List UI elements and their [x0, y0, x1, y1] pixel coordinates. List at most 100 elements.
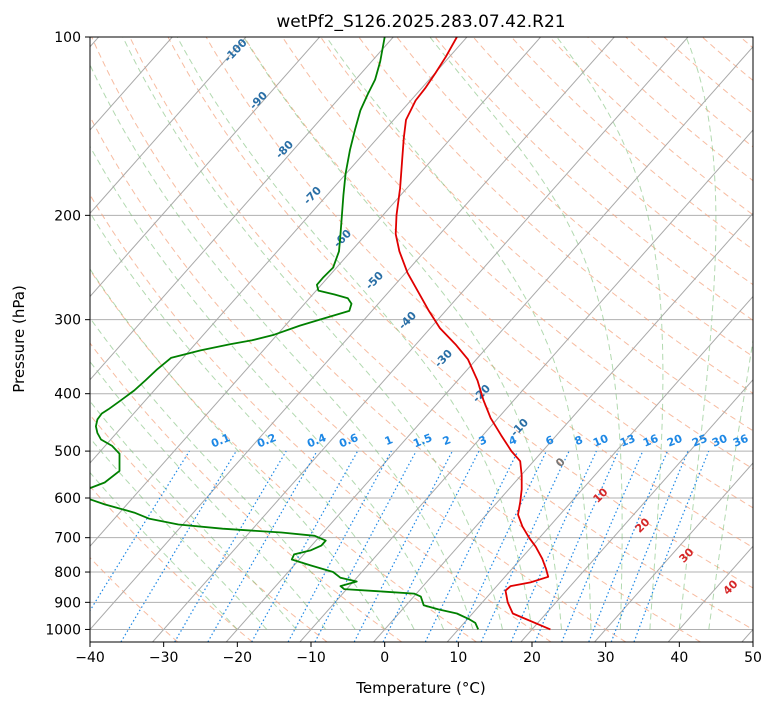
mixing-ratio-line — [120, 450, 237, 642]
x-tick-label: 40 — [670, 650, 688, 666]
isotherm-line — [299, 129, 753, 642]
mixing-ratio-line — [561, 450, 644, 642]
dry-adiabat-line — [90, 485, 253, 642]
isotherm-line — [152, 37, 689, 642]
mixing-ratio-line — [588, 450, 669, 642]
x-tick-label: 20 — [523, 650, 541, 666]
x-tick-label: −30 — [149, 650, 179, 666]
moist-adiabat-line — [90, 145, 445, 630]
isotherm-line — [594, 462, 753, 642]
mixing-ratio-label: 3 — [477, 433, 489, 448]
isobar-grid — [90, 37, 753, 630]
isotherm-line — [90, 37, 468, 464]
sounding-traces — [90, 37, 551, 631]
isotherm-line — [446, 295, 753, 642]
mixing-ratio-line — [610, 450, 689, 642]
moist-adiabat-line — [708, 337, 753, 630]
dry-adiabat-line — [90, 115, 627, 642]
mixing-ratio-label: 36 — [731, 432, 750, 450]
x-tick-label: −10 — [296, 650, 326, 666]
mixing-ratio-label: 10 — [591, 432, 610, 450]
plot-frame — [89, 36, 754, 643]
mixing-ratio-label: 13 — [618, 432, 637, 450]
mixing-ratio-label: 20 — [665, 432, 684, 450]
y-tick-label: 800 — [54, 565, 81, 581]
moist-adiabat-line — [90, 317, 356, 630]
x-tick-label: 50 — [744, 650, 762, 666]
y-axis-label: Pressure (hPa) — [10, 285, 28, 393]
dewpoint-trace — [90, 37, 480, 630]
dry-adiabat-line — [243, 37, 753, 509]
moist-adiabats — [90, 37, 753, 630]
mixing-ratio-line — [314, 450, 417, 642]
mixing-ratio-line — [382, 450, 480, 642]
moist-adiabat-line — [122, 37, 503, 630]
isotherm-line — [90, 37, 173, 131]
mixing-ratio-label: 30 — [710, 432, 729, 450]
mixing-ratio-line — [251, 450, 359, 642]
x-tick-label: −20 — [223, 650, 253, 666]
dry-adiabat-line — [90, 269, 477, 642]
moist-adiabat-line — [90, 211, 415, 630]
moist-adiabat-line — [325, 37, 592, 630]
dry-adiabat-line — [90, 342, 403, 642]
moist-adiabat-line — [90, 268, 386, 630]
moist-adiabat-line — [176, 37, 533, 630]
isotherm-line — [225, 46, 753, 642]
x-tick-label: 0 — [380, 650, 389, 666]
y-axis-ticks: 100 200 300 400 500 600 700 800 900 1000 — [45, 30, 90, 638]
temperature-trace — [394, 37, 551, 631]
y-tick-label: 400 — [54, 387, 81, 403]
dry-adiabat-line — [90, 414, 328, 642]
dry-adiabat-line — [205, 37, 753, 549]
isotherm-line — [520, 378, 753, 642]
isotherm-line — [90, 37, 247, 215]
x-tick-label: 10 — [449, 650, 467, 666]
x-axis-ticks: −40 −30 −20 −10 0 10 20 30 40 50 — [75, 642, 762, 666]
mixing-ratio-label: 1 — [383, 433, 395, 448]
dry-adiabat-line — [90, 556, 179, 642]
mixing-ratio-label: 16 — [641, 432, 660, 450]
mixing-ratio-lines — [90, 450, 710, 642]
y-tick-label: 200 — [54, 208, 81, 224]
mixing-ratio-line — [287, 450, 392, 642]
y-tick-label: 300 — [54, 313, 81, 329]
x-tick-label: 30 — [597, 650, 615, 666]
dry-adiabat-line — [90, 193, 552, 642]
dry-adiabat-line — [91, 37, 701, 642]
mixing-ratio-line — [633, 450, 710, 642]
mixing-ratio-line — [534, 450, 620, 642]
moist-adiabat-line — [90, 400, 297, 630]
dry-adiabat-line — [396, 37, 753, 358]
x-tick-label: −40 — [75, 650, 105, 666]
y-tick-label: 700 — [54, 531, 81, 547]
chart-title: wetPf2_S126.2025.283.07.42.R21 — [276, 12, 565, 32]
moist-adiabat-line — [90, 437, 268, 630]
isotherm-line — [90, 37, 321, 298]
moist-adiabat-line — [556, 37, 664, 630]
dry-adiabats — [90, 37, 753, 642]
moist-adiabat-line — [429, 37, 623, 630]
isotherm-line — [373, 212, 753, 642]
y-tick-label: 600 — [54, 491, 81, 507]
mixing-ratio-label: 8 — [573, 433, 585, 448]
y-tick-label: 100 — [54, 30, 81, 46]
y-tick-label: 500 — [54, 444, 81, 460]
isotherm-line — [90, 37, 394, 381]
dry-adiabat-line — [358, 37, 753, 394]
x-axis-label: Temperature (°C) — [355, 679, 485, 697]
isotherm-line — [90, 37, 615, 631]
y-tick-label: 900 — [54, 595, 81, 611]
dry-adiabat-line — [434, 37, 753, 321]
moist-adiabat-line — [90, 471, 238, 630]
moist-adiabat-line — [243, 37, 562, 630]
dry-adiabat-line — [167, 37, 753, 589]
mixing-ratio-label: 2 — [441, 433, 453, 448]
moist-adiabat-line — [678, 37, 717, 630]
plot-area: 0.1 0.2 0.4 0.6 1 1.5 2 3 4 6 8 10 13 16 20 25 30 36-100-… — [90, 37, 753, 642]
moist-adiabat-line — [90, 360, 327, 630]
moist-adiabat-line — [90, 63, 474, 630]
y-tick-label: 1000 — [45, 622, 81, 638]
